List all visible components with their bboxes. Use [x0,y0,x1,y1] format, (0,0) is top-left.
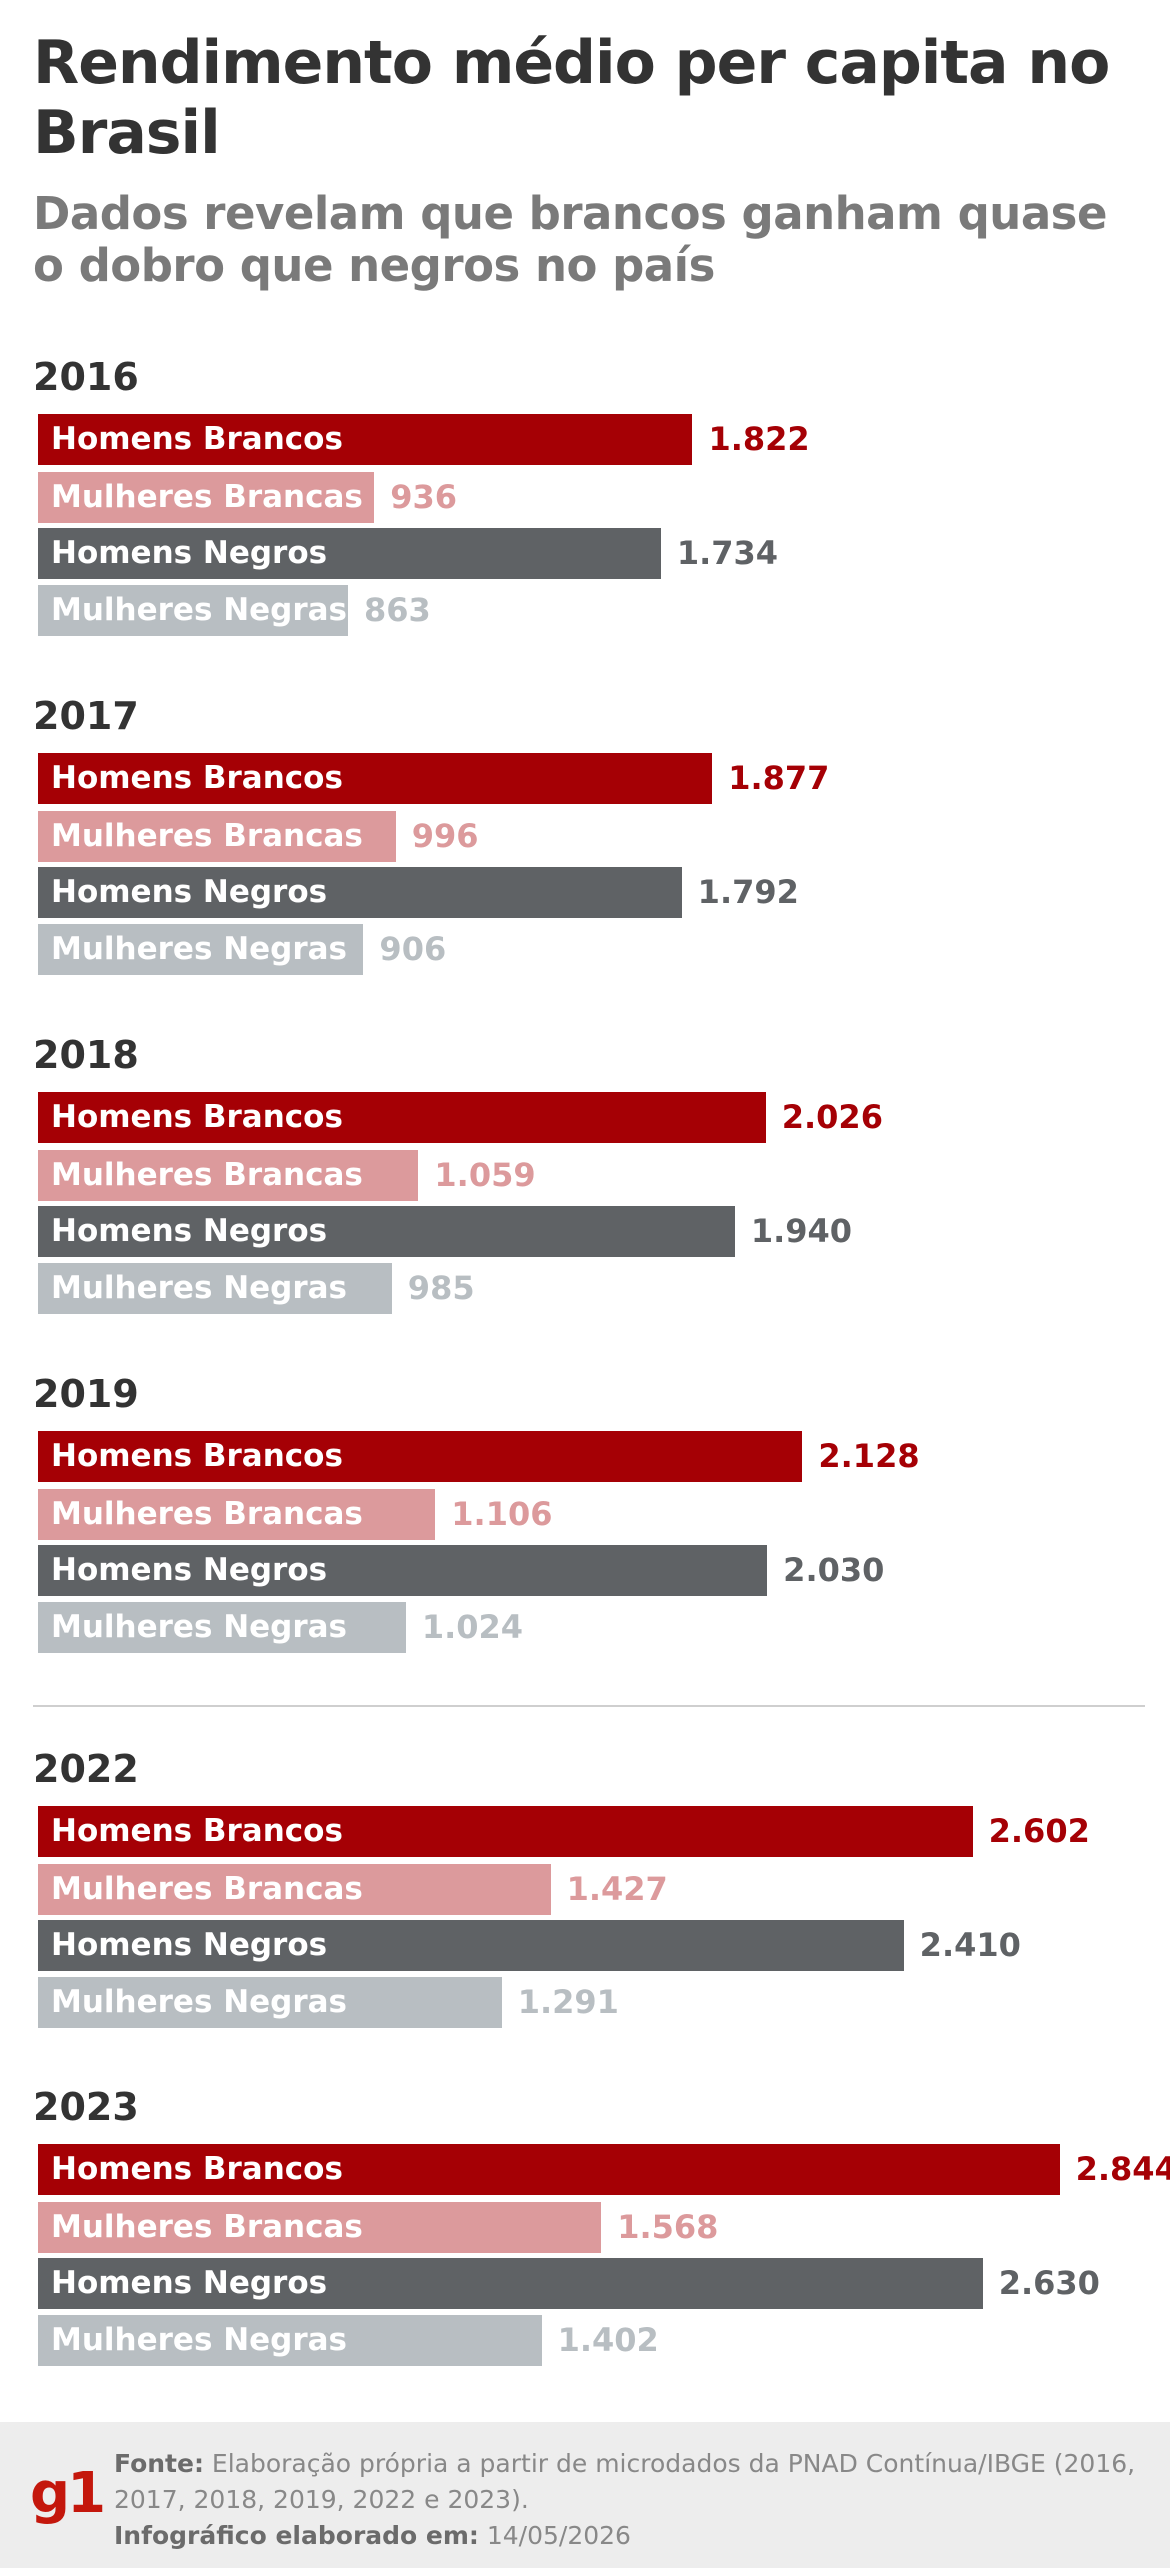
source-label: Fonte: [114,2449,204,2478]
year-label: 2022 [33,1747,139,1791]
year-label: 2016 [33,355,139,399]
bar-category-label: Mulheres Negras [51,1609,348,1645]
bar-category-label: Homens Negros [51,1552,328,1588]
chart-subtitle: Dados revelam que brancos ganham quase o… [33,187,1108,292]
bar: Homens Brancos [38,1806,973,1857]
bar: Mulheres Brancas [38,1864,551,1915]
bar: Homens Negros [38,528,661,579]
bar-category-label: Mulheres Brancas [51,1871,363,1907]
g1-logo: g1 [30,2461,106,2526]
bar: Mulheres Negras [38,1977,502,2028]
bar: Mulheres Negras [38,924,364,975]
bar-value-label: 2.630 [998,2264,1100,2302]
bar-value-label: 863 [363,591,431,629]
bar: Homens Negros [38,2258,983,2309]
bar-category-label: Homens Brancos [51,421,343,457]
bar-category-label: Homens Brancos [51,1813,343,1849]
bar-value-label: 1.877 [728,759,830,797]
bar-category-label: Homens Negros [51,874,328,910]
bar: Homens Brancos [38,753,713,804]
year-label: 2023 [33,2085,139,2129]
bar: Mulheres Brancas [38,472,375,523]
bar-category-label: Mulheres Negras [51,1984,348,2020]
bar: Mulheres Brancas [38,2202,602,2253]
bar-value-label: 2.026 [781,1098,883,1136]
divider [33,1705,1145,1707]
bar: Mulheres Negras [38,1602,406,1653]
bar-value-label: 906 [379,930,447,968]
bar-value-label: 2.410 [919,1926,1021,1964]
bar-category-label: Mulheres Negras [51,592,348,628]
bar-value-label: 1.792 [697,873,799,911]
date-label: Infográfico elaborado em: [114,2521,479,2550]
bar: Mulheres Brancas [38,1150,419,1201]
year-label: 2019 [33,1372,139,1416]
footer: g1 Fonte: Elaboração própria a partir de… [0,2422,1170,2568]
bar-category-label: Homens Brancos [51,760,343,796]
bar-value-label: 1.427 [566,1870,668,1908]
bar-value-label: 1.024 [421,1608,524,1646]
bar-category-label: Mulheres Brancas [51,2209,363,2245]
bar: Homens Negros [38,867,682,918]
bar-category-label: Homens Negros [51,1213,328,1249]
bar-value-label: 2.030 [783,1551,885,1589]
bar-value-label: 2.128 [818,1437,920,1475]
bar-category-label: Mulheres Brancas [51,1496,363,1532]
bar: Mulheres Negras [38,1263,392,1314]
bar: Mulheres Negras [38,2315,542,2366]
source-text: Elaboração própria a partir de microdado… [114,2449,1136,2514]
bar: Mulheres Brancas [38,811,396,862]
bar: Homens Brancos [38,414,693,465]
bar-value-label: 1.402 [557,2321,659,2359]
bar-category-label: Homens Negros [51,2265,328,2301]
bar-category-label: Mulheres Negras [51,931,348,967]
bar-value-label: 996 [411,817,479,855]
bar-value-label: 1.291 [517,1983,619,2021]
bar-category-label: Mulheres Negras [51,1270,348,1306]
bar: Homens Negros [38,1920,904,1971]
bar: Mulheres Brancas [38,1489,436,1540]
bar-category-label: Mulheres Brancas [51,479,363,515]
bar: Homens Brancos [38,1431,803,1482]
bar-category-label: Mulheres Negras [51,2322,348,2358]
bar-category-label: Homens Brancos [51,1438,343,1474]
year-label: 2018 [33,1033,139,1077]
bar-value-label: 1.059 [434,1156,536,1194]
bar-value-label: 1.734 [676,534,779,572]
year-label: 2017 [33,694,139,738]
bar-category-label: Homens Negros [51,535,328,571]
footer-text: Fonte: Elaboração própria a partir de mi… [114,2446,1144,2554]
bar-value-label: 1.568 [617,2208,719,2246]
bar-category-label: Homens Brancos [51,1099,343,1135]
bar: Homens Brancos [38,2144,1060,2195]
bar: Homens Brancos [38,1092,766,1143]
date-text: 14/05/2026 [486,2521,631,2550]
bar: Homens Negros [38,1545,768,1596]
bar-value-label: 2.602 [988,1812,1090,1850]
chart-title: Rendimento médio per capita no Brasil [33,28,1110,168]
bar-value-label: 985 [407,1269,475,1307]
bar: Mulheres Negras [38,585,348,636]
bar-category-label: Homens Brancos [51,2151,343,2187]
bar-value-label: 936 [390,478,457,516]
bar-value-label: 1.106 [451,1495,553,1533]
bar-value-label: 1.940 [750,1212,853,1250]
bar-category-label: Mulheres Brancas [51,818,363,854]
bar-category-label: Mulheres Brancas [51,1157,363,1193]
bar-value-label: 1.822 [708,420,810,458]
bar-value-label: 2.844 [1075,2150,1170,2188]
bar: Homens Negros [38,1206,735,1257]
bar-category-label: Homens Negros [51,1927,328,1963]
